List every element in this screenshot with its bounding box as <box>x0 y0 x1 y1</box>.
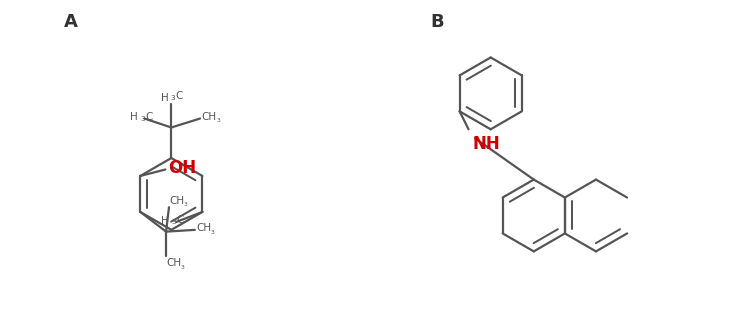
Text: $_3$C: $_3$C <box>170 89 184 103</box>
Text: H: H <box>130 112 138 122</box>
Text: A: A <box>64 13 77 31</box>
Text: OH: OH <box>168 159 196 177</box>
Text: $_3$: $_3$ <box>215 116 221 125</box>
Text: NH: NH <box>472 135 500 153</box>
Text: CH: CH <box>169 196 184 206</box>
Text: CH: CH <box>202 112 217 122</box>
Text: $_3$: $_3$ <box>180 263 185 272</box>
Text: B: B <box>430 13 444 31</box>
Text: $_3$C: $_3$C <box>140 110 154 124</box>
Text: $_3$C: $_3$C <box>171 214 184 227</box>
Text: H: H <box>160 93 169 103</box>
Text: CH: CH <box>196 223 211 233</box>
Text: $_3$: $_3$ <box>182 200 188 209</box>
Text: CH: CH <box>166 258 182 268</box>
Text: $_3$: $_3$ <box>210 227 216 236</box>
Text: H: H <box>161 215 169 225</box>
